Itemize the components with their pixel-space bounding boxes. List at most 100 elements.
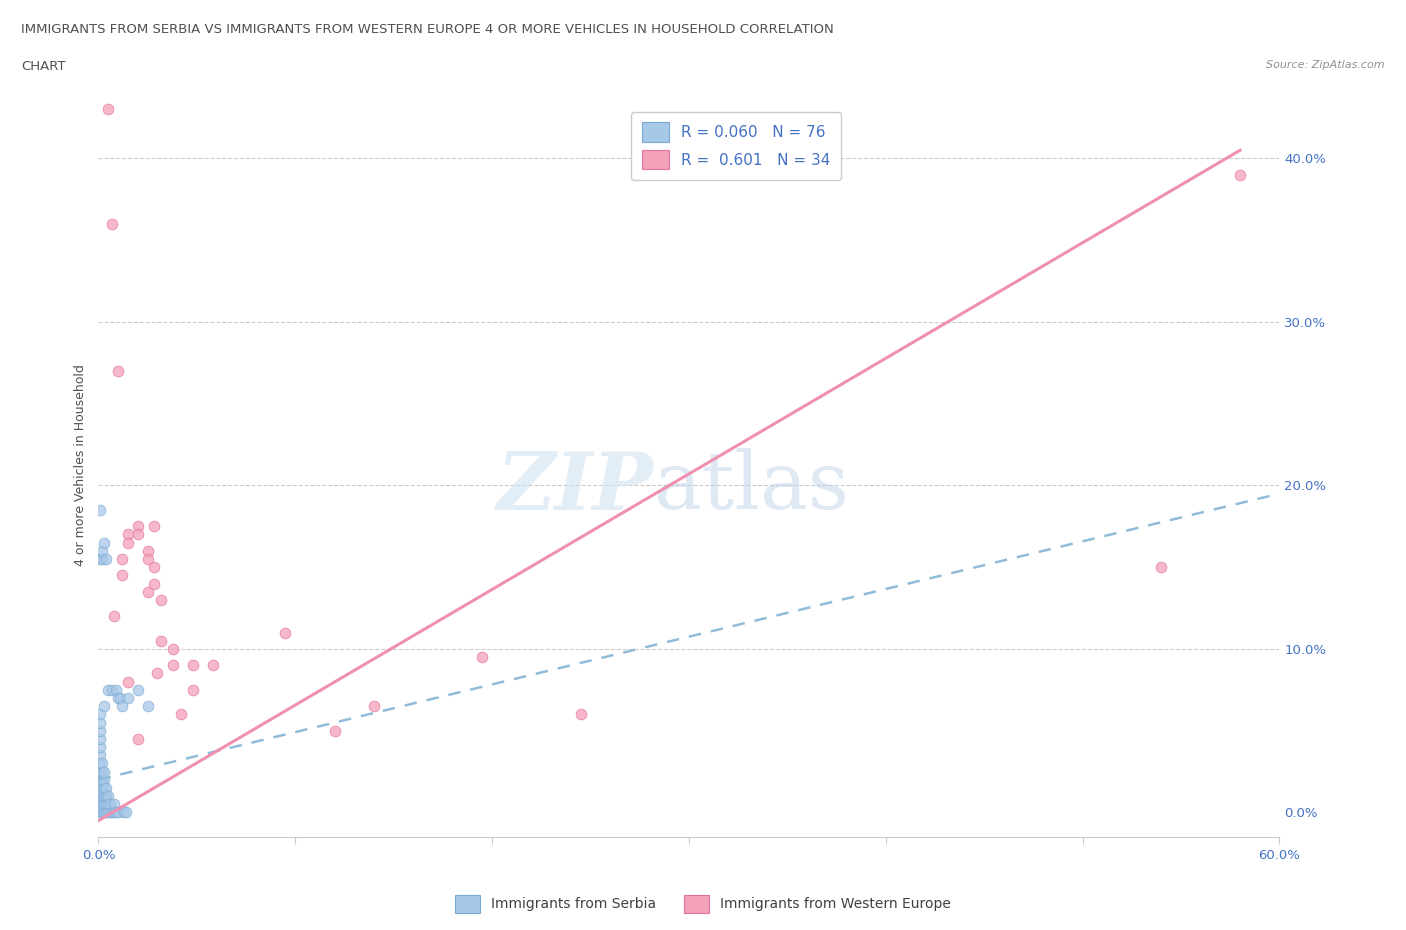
Point bbox=[170, 707, 193, 722]
Point bbox=[569, 707, 592, 722]
Point bbox=[146, 666, 169, 681]
Point bbox=[89, 792, 111, 807]
Point bbox=[89, 502, 111, 517]
Point bbox=[91, 756, 114, 771]
Point bbox=[93, 789, 115, 804]
Point bbox=[91, 764, 114, 779]
Point bbox=[89, 732, 111, 747]
Point bbox=[89, 793, 111, 808]
Point bbox=[97, 789, 120, 804]
Point bbox=[107, 691, 129, 706]
Point bbox=[107, 364, 129, 379]
Point bbox=[93, 797, 115, 812]
Point bbox=[98, 797, 121, 812]
Point bbox=[117, 691, 139, 706]
Point bbox=[101, 217, 124, 232]
Point bbox=[117, 674, 139, 689]
Point bbox=[89, 756, 111, 771]
Point bbox=[201, 658, 224, 672]
Point bbox=[91, 776, 114, 790]
Point bbox=[89, 799, 111, 814]
Point bbox=[150, 633, 173, 648]
Point bbox=[93, 536, 115, 551]
Point bbox=[93, 780, 115, 795]
Point bbox=[136, 543, 159, 558]
Point bbox=[103, 609, 125, 624]
Point bbox=[91, 799, 114, 814]
Point bbox=[101, 805, 124, 820]
Point bbox=[181, 658, 204, 672]
Point bbox=[89, 739, 111, 754]
Point bbox=[115, 805, 138, 820]
Point bbox=[363, 698, 385, 713]
Point bbox=[89, 804, 111, 818]
Text: IMMIGRANTS FROM SERBIA VS IMMIGRANTS FROM WESTERN EUROPE 4 OR MORE VEHICLES IN H: IMMIGRANTS FROM SERBIA VS IMMIGRANTS FRO… bbox=[21, 23, 834, 36]
Point bbox=[127, 683, 149, 698]
Point bbox=[96, 797, 118, 812]
Point bbox=[93, 805, 115, 820]
Point bbox=[162, 658, 184, 672]
Point bbox=[127, 527, 149, 542]
Point bbox=[111, 568, 134, 583]
Point bbox=[108, 691, 131, 706]
Point bbox=[136, 584, 159, 599]
Point bbox=[89, 790, 111, 805]
Point bbox=[91, 786, 114, 801]
Legend: R = 0.060   N = 76, R =  0.601   N = 34: R = 0.060 N = 76, R = 0.601 N = 34 bbox=[631, 112, 841, 180]
Point bbox=[97, 805, 120, 820]
Point bbox=[91, 805, 114, 820]
Point bbox=[97, 102, 120, 117]
Point bbox=[89, 787, 111, 802]
Point bbox=[111, 698, 134, 713]
Point bbox=[142, 519, 165, 534]
Point bbox=[150, 592, 173, 607]
Point bbox=[91, 782, 114, 797]
Point bbox=[89, 805, 111, 820]
Point bbox=[89, 764, 111, 779]
Point bbox=[89, 748, 111, 763]
Point bbox=[127, 732, 149, 747]
Point bbox=[91, 778, 114, 793]
Point bbox=[162, 642, 184, 657]
Point bbox=[136, 698, 159, 713]
Point bbox=[91, 802, 114, 817]
Point bbox=[89, 780, 111, 795]
Point bbox=[89, 724, 111, 738]
Text: atlas: atlas bbox=[654, 448, 849, 526]
Point bbox=[107, 805, 129, 820]
Point bbox=[105, 683, 128, 698]
Point bbox=[91, 543, 114, 558]
Point bbox=[89, 715, 111, 730]
Point bbox=[96, 780, 118, 795]
Y-axis label: 4 or more Vehicles in Household: 4 or more Vehicles in Household bbox=[75, 364, 87, 566]
Point bbox=[91, 795, 114, 810]
Point bbox=[97, 683, 120, 698]
Legend: Immigrants from Serbia, Immigrants from Western Europe: Immigrants from Serbia, Immigrants from … bbox=[450, 889, 956, 919]
Point bbox=[1229, 167, 1251, 182]
Point bbox=[142, 560, 165, 575]
Point bbox=[117, 527, 139, 542]
Point bbox=[93, 764, 115, 779]
Point bbox=[89, 784, 111, 799]
Point bbox=[91, 772, 114, 787]
Point bbox=[93, 772, 115, 787]
Point bbox=[1150, 560, 1173, 575]
Point bbox=[89, 772, 111, 787]
Point bbox=[91, 551, 114, 566]
Text: CHART: CHART bbox=[21, 60, 66, 73]
Point bbox=[93, 698, 115, 713]
Point bbox=[274, 625, 297, 640]
Point bbox=[103, 797, 125, 812]
Point bbox=[111, 551, 134, 566]
Text: Source: ZipAtlas.com: Source: ZipAtlas.com bbox=[1267, 60, 1385, 71]
Point bbox=[97, 797, 120, 812]
Point bbox=[112, 805, 135, 820]
Point bbox=[89, 782, 111, 797]
Point bbox=[89, 551, 111, 566]
Point bbox=[142, 576, 165, 591]
Point bbox=[89, 797, 111, 812]
Point bbox=[96, 805, 118, 820]
Point bbox=[117, 536, 139, 551]
Point bbox=[127, 519, 149, 534]
Point bbox=[98, 805, 121, 820]
